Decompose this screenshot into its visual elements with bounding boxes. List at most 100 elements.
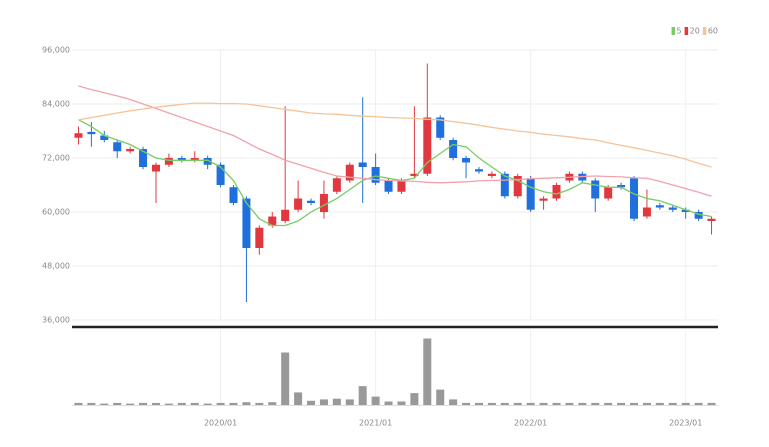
candle-body	[255, 227, 264, 248]
volume-bar	[694, 402, 703, 405]
volume-bar	[358, 386, 367, 405]
candle-body	[423, 117, 432, 174]
candle-body	[164, 158, 173, 165]
volume-bar	[462, 402, 471, 405]
volume-bar	[410, 393, 419, 405]
candle-body	[100, 135, 109, 140]
legend-swatch	[702, 27, 707, 35]
candle-body	[397, 180, 406, 192]
candle-body	[345, 164, 354, 181]
candle-body	[513, 176, 522, 197]
candle-body	[526, 178, 535, 210]
candle-body	[539, 198, 548, 201]
volume-bar	[242, 402, 251, 405]
volume-bar	[371, 396, 380, 405]
candle-body	[229, 187, 238, 203]
y-tick-label: 60,000	[42, 208, 70, 217]
candle-body	[281, 209, 290, 221]
volume-bar	[345, 399, 354, 405]
volume-bar	[281, 352, 290, 405]
volume-bar	[604, 402, 613, 405]
candle-body	[707, 218, 716, 221]
candle-body	[436, 117, 445, 138]
candle-body	[268, 216, 277, 226]
x-tick-label: 2021/01	[359, 419, 392, 428]
y-tick-label: 72,000	[42, 154, 70, 163]
candle-body	[203, 158, 212, 165]
volume-bar	[74, 402, 83, 405]
legend-swatch	[684, 27, 689, 35]
candle-body	[681, 209, 690, 212]
volume-bar	[151, 402, 160, 405]
candle-body	[642, 207, 651, 217]
volume-bar	[487, 402, 496, 405]
candle-body	[655, 205, 664, 208]
candle-body	[449, 140, 458, 158]
volume-bar	[552, 402, 561, 405]
candle-body	[604, 187, 613, 199]
legend-label: 20	[690, 27, 700, 36]
moving-average-line	[78, 119, 712, 227]
volume-bar	[87, 402, 96, 405]
volume-bar	[307, 400, 316, 405]
candle-body	[552, 185, 561, 199]
volume-bar	[397, 401, 406, 405]
candle-body	[474, 169, 483, 172]
candle-body	[319, 194, 328, 212]
legend-label: 5	[677, 27, 682, 36]
volume-bar	[578, 402, 587, 405]
volume-bar	[139, 402, 148, 405]
candle-body	[151, 164, 160, 172]
volume-bar	[539, 402, 548, 405]
volume-bar	[332, 398, 341, 405]
volume-bar	[229, 402, 238, 405]
candle-body	[332, 178, 341, 192]
legend-label: 60	[708, 27, 718, 36]
candle-body	[190, 158, 199, 161]
candle-body	[668, 207, 677, 210]
volume-bar	[294, 392, 303, 405]
volume-bar	[177, 402, 186, 405]
y-tick-label: 48,000	[42, 262, 70, 271]
volume-bar	[384, 401, 393, 405]
volume-bar	[113, 402, 122, 405]
candle-body	[177, 158, 186, 161]
x-tick-label: 2020/01	[204, 419, 237, 428]
volume-bar	[565, 402, 574, 405]
volume-bar	[513, 402, 522, 405]
volume-bar	[500, 402, 509, 405]
x-tick-label: 2022/01	[514, 419, 547, 428]
y-tick-label: 96,000	[42, 46, 70, 55]
volume-bar	[268, 402, 277, 405]
volume-bar	[630, 402, 639, 405]
volume-bar	[655, 402, 664, 405]
candle-body	[487, 173, 496, 176]
volume-bar	[436, 389, 445, 405]
candle-body	[617, 185, 626, 188]
volume-bar	[642, 402, 651, 405]
moving-average-line	[78, 102, 712, 168]
volume-bar	[617, 402, 626, 405]
candle-body	[242, 198, 251, 248]
candle-body	[410, 173, 419, 176]
y-tick-label: 36,000	[42, 316, 70, 325]
volume-bar	[164, 403, 173, 405]
candle-body	[384, 180, 393, 192]
volume-bar	[216, 402, 225, 405]
candle-body	[294, 198, 303, 210]
legend-swatch	[671, 27, 676, 35]
volume-bar	[100, 403, 109, 405]
candle-body	[216, 164, 225, 185]
candle-body	[630, 178, 639, 219]
volume-bar	[681, 402, 690, 405]
volume-bar	[668, 402, 677, 405]
y-tick-label: 84,000	[42, 100, 70, 109]
candle-body	[500, 173, 509, 197]
volume-bar	[319, 399, 328, 405]
candle-body	[462, 158, 471, 163]
candle-body	[113, 142, 122, 152]
candle-body	[307, 200, 316, 203]
volume-bar	[591, 402, 600, 405]
candle-body	[126, 149, 135, 152]
